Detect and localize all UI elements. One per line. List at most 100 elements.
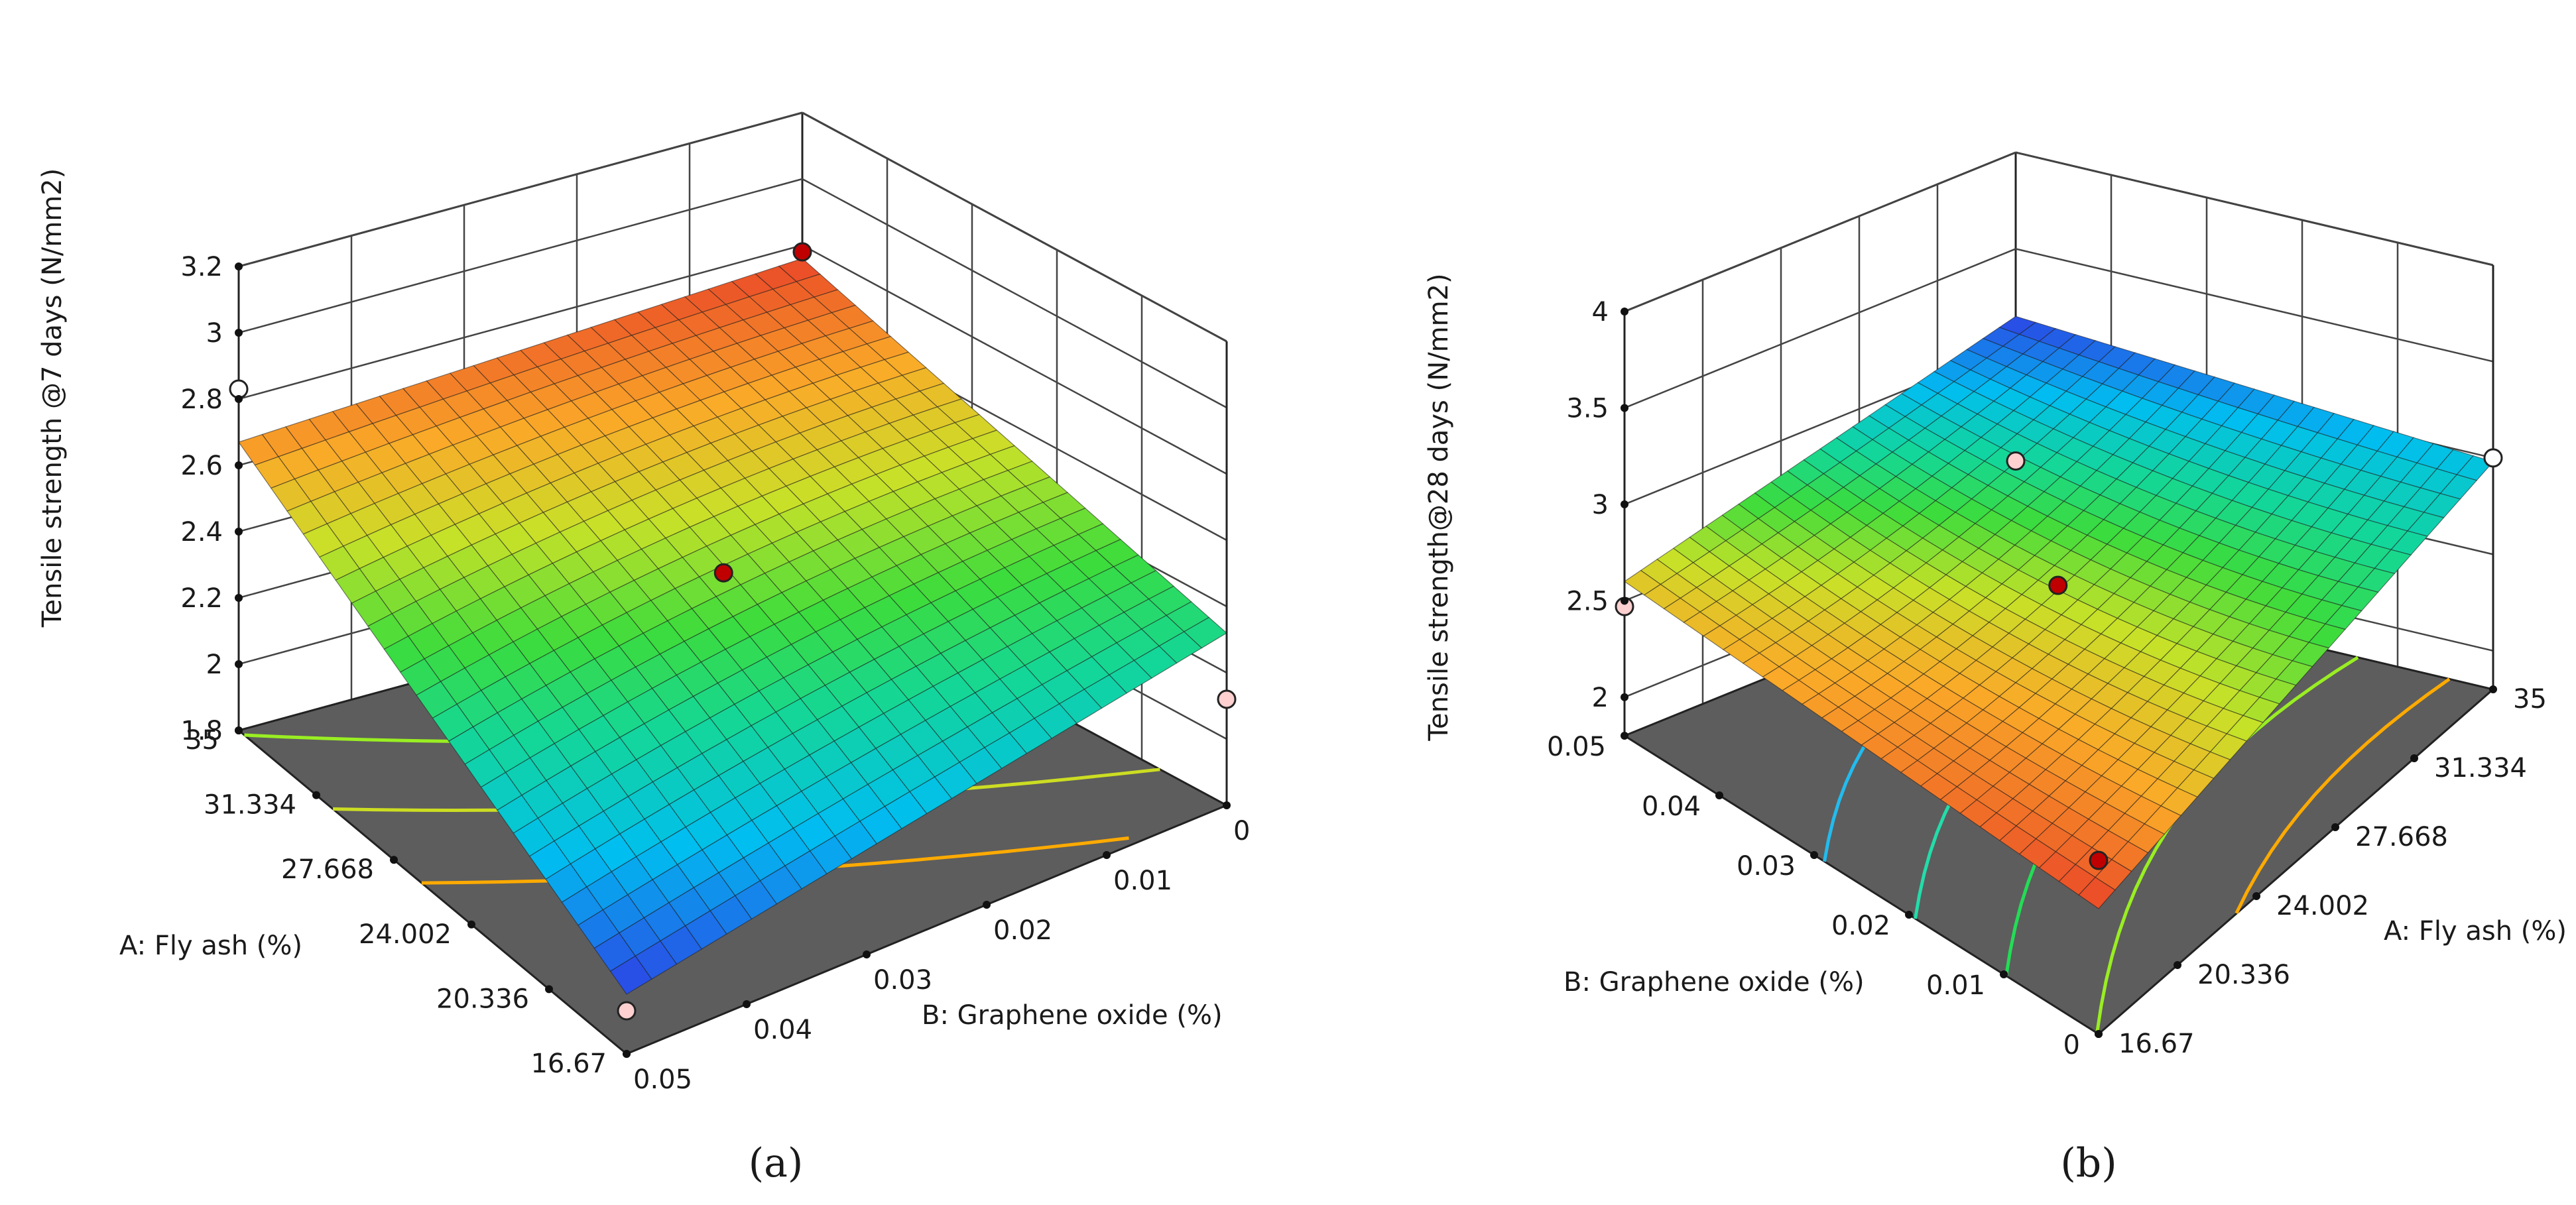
z-tick-label: 2.6 [180, 451, 223, 481]
panel-b-x-axis-label: A: Fly ash (%) [2384, 916, 2567, 947]
fly-ash-tick-mark [545, 985, 553, 994]
graphene-tick-label: 0.05 [633, 1064, 692, 1095]
graphene-tick-label: 0.02 [993, 915, 1052, 946]
fly-ash-tick-label: 27.668 [2355, 822, 2448, 852]
surface-cell [609, 955, 652, 995]
z-tick-mark [1621, 308, 1628, 316]
wall-grid-horizontal [802, 178, 1227, 409]
graphene-tick-label: 0.02 [1831, 911, 1890, 941]
graphene-tick-label: 0.05 [1547, 732, 1606, 762]
wall-grid-horizontal [238, 178, 803, 334]
z-tick-label: 2.8 [180, 384, 223, 415]
z-tick-label: 2 [206, 650, 223, 680]
graphene-tick-label: 0.04 [1642, 791, 1701, 822]
z-tick-label: 4 [1592, 297, 1609, 327]
graphene-tick-mark [2095, 1030, 2103, 1038]
contour-line [2235, 677, 2451, 914]
graphene-tick-label: 0 [2063, 1030, 2080, 1061]
panel-b-front-edges [1623, 265, 2494, 736]
panel-a-caption: (a) [749, 1140, 804, 1186]
fly-ash-tick-mark [235, 726, 243, 734]
panel-b-tick-labels: 2 2.5 3 3.5 4 35 31.334 27.668 24.002 20.336 16.67… [1547, 297, 2547, 1061]
z-tick-mark [235, 329, 243, 337]
graphene-tick-label: 0.04 [753, 1015, 812, 1045]
graphene-tick-mark [983, 901, 991, 909]
design-point [2048, 575, 2068, 595]
panel-a-y-axis-label: B: Graphene oxide (%) [922, 1000, 1223, 1031]
panel-a-chart: 1.8 2 2.2 2.4 2.6 2.8 3 3.2 35 31.334 27.668 24.002… [37, 111, 1250, 1186]
z-tick-label: 2.4 [180, 517, 223, 547]
z-tick-mark [1621, 500, 1628, 508]
z-tick-label: 2.5 [1566, 586, 1609, 616]
design-point [2483, 448, 2503, 468]
design-point [617, 1001, 637, 1021]
panel-a-response-surface [238, 258, 1228, 995]
fly-ash-tick-label: 31.334 [204, 790, 296, 821]
fly-ash-tick-mark [390, 856, 398, 864]
fly-ash-tick-label: 24.002 [2276, 891, 2369, 921]
panel-b-design-points [1615, 448, 2503, 870]
z-tick-mark [235, 594, 243, 602]
graphene-tick-label: 0.03 [1737, 851, 1796, 882]
graphene-tick-mark [1223, 801, 1231, 809]
z-tick-label: 3.5 [1566, 393, 1609, 424]
graphene-tick-label: 0.01 [1113, 866, 1172, 896]
panel-b-caption: (b) [2060, 1140, 2116, 1186]
fly-ash-tick-label: 24.002 [359, 919, 452, 950]
fly-ash-tick-label: 20.336 [2197, 960, 2290, 990]
panel-b-response-surface [1623, 316, 2494, 909]
z-tick-label: 2 [1592, 683, 1609, 713]
wall-grid-horizontal [1624, 151, 2016, 313]
z-tick-mark [235, 461, 243, 469]
z-tick-label: 3 [1592, 490, 1609, 520]
graphene-tick-mark [2000, 970, 2008, 978]
z-tick-mark [235, 262, 243, 270]
z-tick-mark [1621, 597, 1628, 605]
z-tick-label: 3 [206, 318, 223, 349]
design-point [2089, 850, 2109, 870]
fly-ash-tick-label: 16.67 [530, 1049, 607, 1079]
graphene-tick-mark [1905, 911, 1913, 919]
fly-ash-tick-label: 16.67 [2118, 1029, 2195, 1059]
fly-ash-tick-label: 20.336 [436, 984, 529, 1014]
graphene-tick-mark [863, 950, 871, 958]
fly-ash-tick-mark [312, 791, 320, 799]
panel-a-tick-labels: 1.8 2 2.2 2.4 2.6 2.8 3 3.2 35 31.334 27.668 24.002… [180, 252, 1250, 1095]
graphene-tick-label: 0 [1233, 816, 1250, 846]
fly-ash-tick-label: 35 [185, 725, 219, 756]
z-tick-mark [235, 528, 243, 536]
fly-ash-tick-mark [2331, 823, 2339, 831]
graphene-tick-label: 0.03 [873, 965, 932, 996]
panel-a-design-points [229, 242, 1237, 1021]
fly-ash-tick-label: 31.334 [2434, 753, 2527, 783]
z-tick-mark [1621, 404, 1628, 412]
panel-a-x-axis-label: A: Fly ash (%) [119, 931, 302, 961]
z-tick-label: 1.8 [180, 716, 223, 746]
design-point [1217, 689, 1237, 709]
panel-b-z-axis-label: Tensile strength@28 days (N/mm2) [1424, 273, 1454, 741]
panel-b-y-axis-label: B: Graphene oxide (%) [1564, 967, 1865, 998]
wall-grid-horizontal [802, 244, 1227, 475]
z-tick-label: 2.2 [180, 583, 223, 614]
wall-grid-horizontal [1624, 248, 2016, 409]
fly-ash-tick-mark [2410, 754, 2418, 762]
graphene-tick-mark [623, 1050, 631, 1058]
wall-grid-horizontal [238, 244, 803, 400]
wall-grid-horizontal [238, 111, 803, 268]
z-tick-label: 3.2 [180, 252, 223, 282]
wall-grid-horizontal [2015, 248, 2494, 363]
graphene-tick-mark [743, 1000, 751, 1008]
design-point [713, 563, 733, 583]
graphene-tick-label: 0.01 [1926, 970, 1985, 1001]
design-point [792, 242, 812, 262]
graphene-tick-mark [1810, 851, 1818, 859]
z-tick-mark [1621, 693, 1628, 701]
graphene-tick-mark [1621, 732, 1628, 740]
fly-ash-tick-mark [2489, 685, 2497, 693]
wall-grid-horizontal [2015, 151, 2494, 266]
fly-ash-tick-label: 27.668 [281, 854, 374, 885]
panel-b-chart: 2 2.5 3 3.5 4 35 31.334 27.668 24.002 20.336 16.67… [1424, 151, 2567, 1186]
z-tick-mark [235, 395, 243, 403]
panel-a-z-axis-label: Tensile strength @7 days (N/mm2) [37, 168, 68, 628]
